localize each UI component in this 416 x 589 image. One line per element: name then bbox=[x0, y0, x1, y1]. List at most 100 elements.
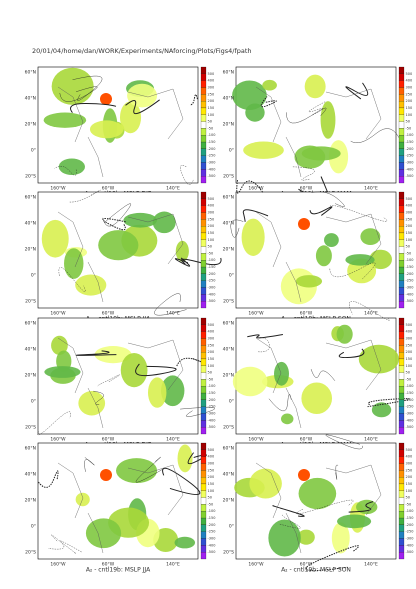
colorbar-swatch bbox=[398, 135, 405, 143]
colorbar-label: -400 bbox=[208, 418, 216, 422]
lat-label: 60°N bbox=[223, 195, 234, 201]
shaded-region bbox=[75, 274, 107, 296]
colorbar-label: -250 bbox=[406, 154, 414, 158]
contour-line bbox=[135, 456, 163, 483]
colorbar-label: -300 bbox=[406, 161, 414, 165]
colorbar-label: 400 bbox=[208, 330, 215, 334]
colorbar-swatch bbox=[200, 470, 207, 478]
shaded-region bbox=[298, 477, 337, 510]
colorbar-swatch bbox=[200, 406, 207, 414]
contour-line bbox=[292, 166, 315, 181]
colorbar-swatch bbox=[200, 420, 207, 428]
shaded-region bbox=[345, 254, 375, 266]
colorbar-label: -150 bbox=[406, 265, 414, 269]
colorbar-swatch bbox=[200, 358, 207, 366]
colorbar-label: -400 bbox=[208, 543, 216, 547]
colorbar-swatch bbox=[398, 253, 405, 261]
colorbar-label: 50 bbox=[406, 496, 410, 500]
colorbar-swatch bbox=[398, 358, 405, 366]
colorbar-label: -150 bbox=[406, 391, 414, 395]
colorbar-label: -500 bbox=[406, 299, 414, 303]
contour-line bbox=[37, 411, 71, 436]
colorbar-swatch bbox=[398, 280, 405, 288]
colorbar-label: 100 bbox=[208, 489, 215, 493]
colorbar-label: -250 bbox=[406, 279, 414, 283]
anomaly-center bbox=[100, 93, 112, 105]
colorbar-swatch bbox=[200, 101, 207, 109]
contour-line bbox=[260, 96, 277, 108]
colorbar-label: -50 bbox=[406, 377, 412, 381]
shaded-region bbox=[371, 402, 392, 418]
lon-label: 160°W bbox=[50, 311, 66, 317]
lon-label: 160°W bbox=[248, 311, 264, 317]
colorbar-swatch bbox=[200, 352, 207, 360]
colorbar-label: 300 bbox=[208, 210, 215, 214]
lat-label: 40°N bbox=[223, 347, 234, 353]
colorbar-label: 200 bbox=[208, 99, 215, 103]
contour-line bbox=[367, 398, 410, 408]
lat-label: 0° bbox=[229, 399, 234, 405]
shaded-region bbox=[337, 514, 372, 529]
shaded-region bbox=[147, 377, 167, 408]
shaded-region bbox=[51, 335, 68, 355]
lon-label: 160°W bbox=[248, 562, 264, 568]
lat-label: 0° bbox=[31, 399, 36, 405]
colorbar-label: -400 bbox=[406, 418, 414, 422]
colorbar-swatch bbox=[200, 219, 207, 227]
shaded-region bbox=[274, 361, 289, 386]
colorbar-label: -150 bbox=[406, 140, 414, 144]
contour-line bbox=[286, 107, 327, 124]
shaded-region bbox=[41, 219, 69, 258]
lon-label: 140°E bbox=[166, 186, 180, 192]
colorbar-label: 300 bbox=[208, 85, 215, 89]
lon-label: 160°W bbox=[50, 562, 66, 568]
colorbar-swatch bbox=[398, 413, 405, 421]
colorbar-swatch bbox=[398, 232, 405, 240]
colorbar-swatch bbox=[398, 294, 405, 302]
colorbar-swatch bbox=[398, 531, 405, 539]
colorbar-label: 400 bbox=[406, 79, 413, 83]
colorbar-swatch bbox=[200, 280, 207, 288]
colorbar-swatch bbox=[200, 483, 207, 491]
contour-line bbox=[84, 457, 95, 472]
colorbar-label: 200 bbox=[406, 99, 413, 103]
colorbar-swatch bbox=[398, 169, 405, 177]
colorbar-swatch bbox=[200, 399, 207, 407]
lat-label: 40°N bbox=[25, 221, 36, 227]
shaded-region bbox=[152, 211, 176, 234]
colorbar-label: -500 bbox=[406, 174, 414, 178]
colorbar-label: 500 bbox=[208, 197, 215, 201]
colorbar-swatch bbox=[398, 545, 405, 553]
lat-label: 60°N bbox=[25, 195, 36, 201]
contour-line bbox=[305, 545, 360, 572]
colorbar-swatch bbox=[398, 511, 405, 519]
colorbar-swatch bbox=[200, 427, 207, 435]
colorbar-swatch bbox=[398, 162, 405, 170]
lat-label: 40°N bbox=[223, 472, 234, 478]
contour-line bbox=[176, 357, 204, 367]
shaded-region bbox=[64, 248, 84, 279]
shaded-region bbox=[119, 101, 142, 134]
colorbar-swatch bbox=[398, 517, 405, 525]
colorbar-label: -50 bbox=[208, 251, 214, 255]
shaded-region bbox=[262, 79, 277, 91]
contour-line bbox=[329, 205, 388, 222]
contour-line bbox=[174, 257, 191, 267]
lon-label: 160°W bbox=[50, 186, 66, 192]
colorbar-label: 50 bbox=[406, 245, 410, 249]
colorbar-swatch bbox=[200, 80, 207, 88]
colorbar-swatch bbox=[200, 294, 207, 302]
shaded-region bbox=[175, 240, 189, 262]
colorbar-label: -500 bbox=[406, 425, 414, 429]
colorbar-label: 250 bbox=[406, 468, 413, 472]
shaded-region bbox=[44, 366, 81, 378]
colorbar-swatch bbox=[200, 456, 207, 464]
colorbar-swatch bbox=[398, 155, 405, 163]
contour-line bbox=[70, 103, 117, 113]
colorbar-swatch bbox=[200, 511, 207, 519]
colorbar-swatch bbox=[200, 260, 207, 268]
colorbar-label: 150 bbox=[208, 231, 215, 235]
colorbar-swatch bbox=[200, 463, 207, 471]
shaded-region bbox=[177, 444, 193, 473]
colorbar-label: -100 bbox=[208, 258, 216, 262]
